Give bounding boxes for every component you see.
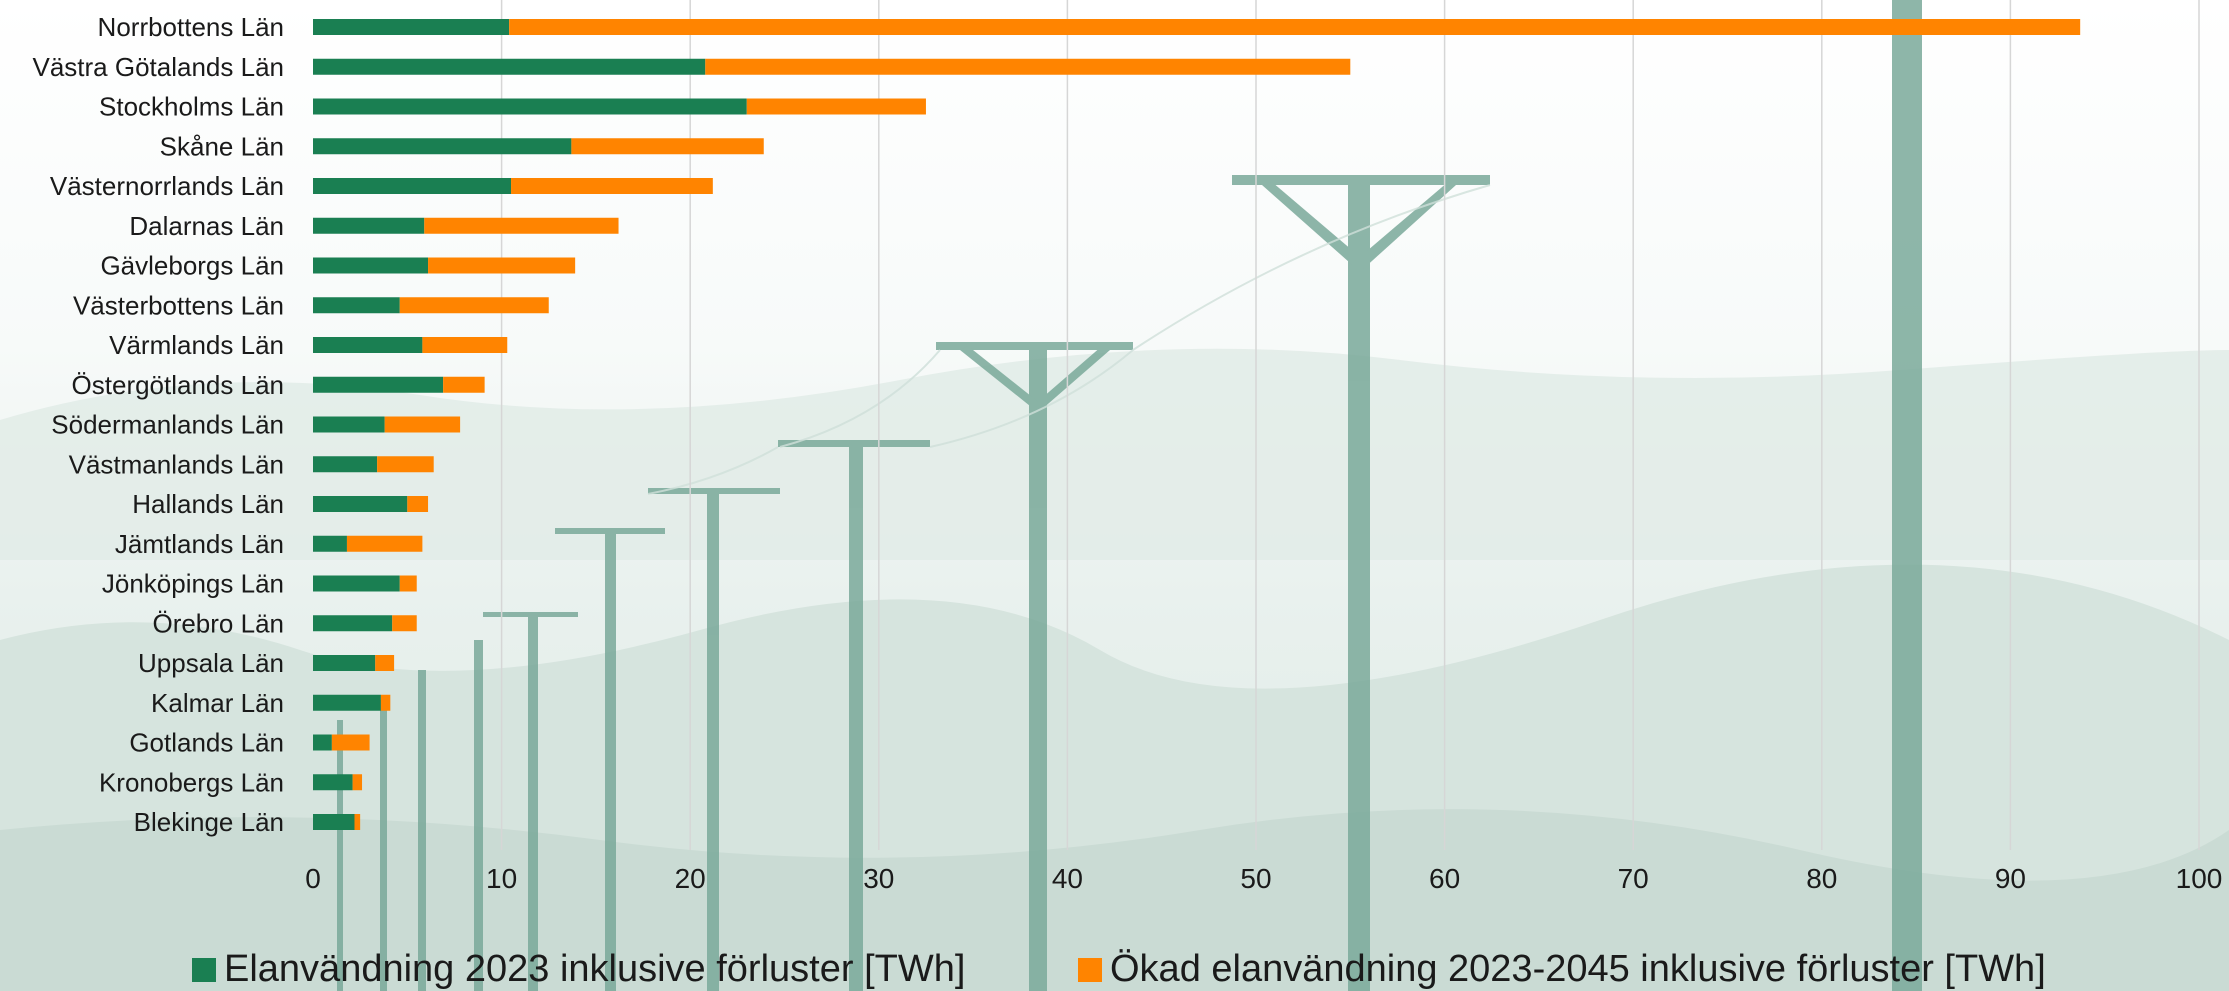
x-tick-label: 70 — [1618, 863, 1649, 894]
bar-series-1 — [313, 615, 393, 632]
category-label: Västmanlands Län — [69, 449, 284, 479]
x-tick-label: 100 — [2176, 863, 2223, 894]
x-tick-label: 80 — [1806, 863, 1837, 894]
category-label: Stockholms Län — [99, 92, 284, 122]
bar-series-1 — [313, 217, 425, 234]
bar-series-2 — [746, 98, 926, 115]
bar-series-2 — [354, 814, 361, 830]
gridlines — [500, 0, 2200, 850]
category-label: Södermanlands Län — [51, 410, 284, 440]
legend-label-series-2: Ökad elanvändning 2023-2045 inklusive fö… — [1110, 948, 2046, 990]
category-label: Norrbottens Län — [98, 12, 284, 42]
category-label: Västerbottens Län — [73, 290, 284, 320]
bar-series-2 — [346, 535, 423, 552]
bar-series-1 — [313, 734, 332, 751]
x-tick-label: 30 — [863, 863, 894, 894]
x-tick-label: 40 — [1052, 863, 1083, 894]
category-label: Västernorrlands Län — [50, 171, 284, 201]
x-tick-label: 50 — [1240, 863, 1271, 894]
bar-series-2 — [571, 138, 764, 155]
category-label: Örebro Län — [152, 608, 284, 638]
category-label: Blekinge Län — [134, 807, 284, 837]
bar-series-1 — [313, 456, 378, 473]
category-label: Östergötlands Län — [72, 370, 284, 400]
bar-series-1 — [313, 98, 747, 115]
category-label: Skåne Län — [160, 131, 284, 161]
category-label: Värmlands Län — [109, 330, 284, 360]
bar-series-1 — [313, 416, 385, 433]
bar-series-2 — [392, 615, 417, 632]
bar-series-2 — [375, 655, 395, 671]
x-tick-label: 20 — [675, 863, 706, 894]
bar-series-2 — [384, 416, 461, 433]
category-label: Jönköpings Län — [102, 569, 284, 599]
category-label: Gävleborgs Län — [100, 251, 284, 281]
bar-series-2 — [331, 734, 370, 751]
legend: Elanvändning 2023 inklusive förluster [T… — [0, 944, 2229, 991]
legend-label-series-1: Elanvändning 2023 inklusive förluster [T… — [224, 948, 966, 990]
bar-series-2 — [443, 376, 485, 393]
bar-series-2 — [352, 774, 363, 791]
legend-item-series-2: Ökad elanvändning 2023-2045 inklusive fö… — [1078, 948, 2046, 991]
bar-series-1 — [313, 138, 572, 155]
category-label: Kalmar Län — [151, 688, 284, 718]
legend-item-series-1: Elanvändning 2023 inklusive förluster [T… — [192, 948, 965, 991]
bar-series-1 — [313, 337, 423, 353]
category-label: Kronobergs Län — [99, 767, 284, 797]
bar-series-2 — [399, 297, 549, 314]
category-label: Dalarnas Län — [129, 211, 284, 241]
bar-series-2 — [422, 337, 508, 353]
bar-series-2 — [377, 456, 434, 473]
category-label: Uppsala Län — [138, 648, 284, 678]
bar-series-2 — [428, 257, 576, 274]
x-tick-label: 60 — [1429, 863, 1460, 894]
bar-series-2 — [407, 496, 429, 512]
bar-series-1 — [313, 376, 444, 393]
bar-series-1 — [313, 535, 347, 552]
bar-series-1 — [313, 297, 400, 314]
category-label: Hallands Län — [132, 489, 284, 519]
bar-series-1 — [313, 496, 408, 512]
category-label: Gotlands Län — [129, 728, 284, 758]
bar-series — [313, 19, 2081, 830]
x-axis-ticks: 0 10 20 30 40 50 60 70 80 90 100 — [305, 863, 2222, 894]
bar-series-1 — [313, 257, 429, 274]
bar-series-1 — [313, 814, 355, 830]
bar-series-1 — [313, 694, 381, 711]
bar-series-2 — [705, 58, 1351, 75]
bar-series-2 — [399, 575, 417, 592]
bar-series-1 — [313, 19, 510, 35]
legend-swatch-series-2 — [1078, 957, 1102, 982]
bar-series-2 — [511, 178, 713, 194]
bar-series-1 — [313, 575, 400, 592]
x-tick-label: 90 — [1995, 863, 2026, 894]
bar-series-1 — [313, 774, 353, 791]
bar-series-2 — [424, 217, 619, 234]
bar-series-2 — [509, 19, 2081, 35]
category-label: Västra Götalands Län — [33, 52, 285, 82]
bar-series-1 — [313, 178, 512, 194]
bar-series-1 — [313, 655, 376, 671]
legend-swatch-series-1 — [192, 957, 216, 982]
x-tick-label: 10 — [486, 863, 517, 894]
category-labels: Norrbottens Län Västra Götalands Län Stock… — [33, 12, 285, 837]
category-label: Jämtlands Län — [115, 529, 284, 559]
bar-series-1 — [313, 58, 706, 75]
bar-series-2 — [380, 694, 391, 711]
x-tick-label: 0 — [305, 863, 321, 894]
